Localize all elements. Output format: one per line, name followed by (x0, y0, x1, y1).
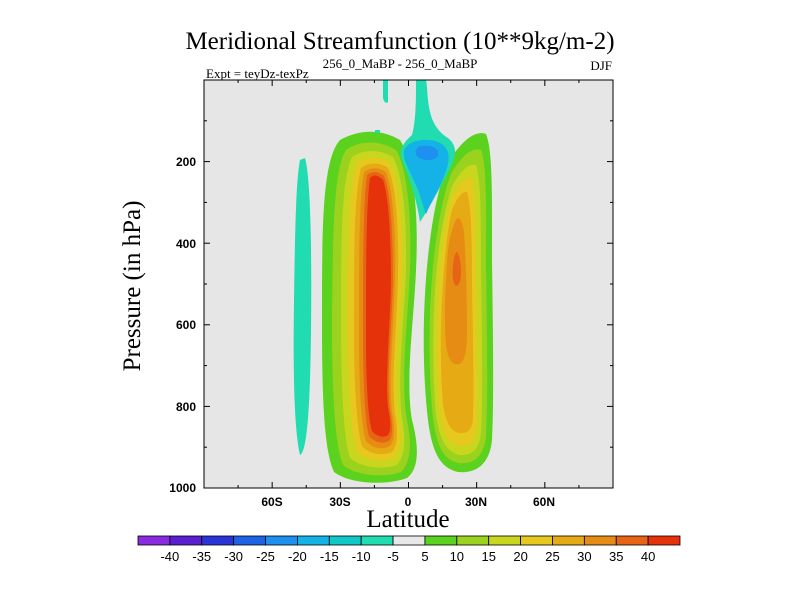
colorbar-label: 5 (421, 549, 428, 564)
colorbar-box (456, 535, 490, 546)
contour-nhc-35 (452, 252, 461, 286)
colorbar-label: -25 (256, 549, 275, 564)
contour-upper-neg-15 (415, 145, 439, 160)
colorbar-label: 15 (481, 549, 495, 564)
y-tick-label: 1000 (169, 481, 196, 495)
y-axis-label: Pressure (in hPa) (119, 201, 146, 372)
colorbar-labels: -40 -35 -30 -25 -20 -15 -10 -5 5 10 15 20 25 30 35 40 (160, 549, 655, 564)
x-tick-label: 30S (329, 495, 350, 509)
contour-shc-40 (366, 175, 391, 437)
colorbar-label: 35 (609, 549, 623, 564)
experiment-label: Expt = teyDz-texPz (206, 66, 309, 81)
colorbar-box (169, 535, 203, 546)
colorbar-box (297, 535, 330, 546)
colorbar-box (424, 535, 458, 546)
y-tick-label: 800 (176, 400, 196, 414)
colorbar (137, 535, 681, 546)
colorbar-box (265, 535, 298, 546)
colorbar-label: -10 (352, 549, 371, 564)
contour-upper-neg-10 (403, 139, 449, 214)
colorbar-label: 10 (450, 549, 464, 564)
chart-title: Meridional Streamfunction (10**9kg/m-2) (185, 28, 615, 55)
colorbar-label: -35 (192, 549, 211, 564)
colorbar-box (328, 535, 362, 546)
colorbar-box (647, 535, 681, 546)
contour-nhc-30 (444, 218, 467, 365)
colorbar-box (360, 535, 394, 546)
colorbar-box (392, 535, 426, 546)
colorbar-label: -5 (387, 549, 399, 564)
contour-fills (293, 80, 494, 483)
contour-tiny-dot (375, 130, 380, 133)
colorbar-box (552, 535, 585, 546)
colorbar-label: -20 (288, 549, 307, 564)
y-tick-label: 600 (176, 318, 196, 332)
x-tick-label: 30N (465, 495, 487, 509)
contour-top-small (383, 80, 388, 103)
x-tick-label: 0 (405, 495, 412, 509)
contour-southern-weak-cell (293, 158, 312, 455)
colorbar-label: 30 (577, 549, 591, 564)
x-tick-label: 60N (533, 495, 555, 509)
y-tick-label: 400 (176, 237, 196, 251)
colorbar-box (583, 535, 617, 546)
colorbar-label: 40 (641, 549, 655, 564)
colorbar-box (201, 535, 235, 546)
x-axis-label: Latitude (366, 506, 449, 533)
colorbar-box (615, 535, 649, 546)
y-tick-label: 200 (176, 155, 196, 169)
colorbar-label: -40 (160, 549, 179, 564)
period-label: 256_0_MaBP - 256_0_MaBP (322, 56, 478, 71)
colorbar-box (233, 535, 266, 546)
colorbar-label: 20 (513, 549, 527, 564)
x-tick-label: 60S (261, 495, 282, 509)
colorbar-box (520, 535, 553, 546)
colorbar-label: -30 (224, 549, 243, 564)
season-label: DJF (590, 58, 612, 73)
colorbar-label: -15 (320, 549, 339, 564)
colorbar-label: 25 (545, 549, 559, 564)
colorbar-box (488, 535, 521, 546)
axis-ticks (203, 79, 614, 489)
colorbar-box (137, 535, 171, 546)
